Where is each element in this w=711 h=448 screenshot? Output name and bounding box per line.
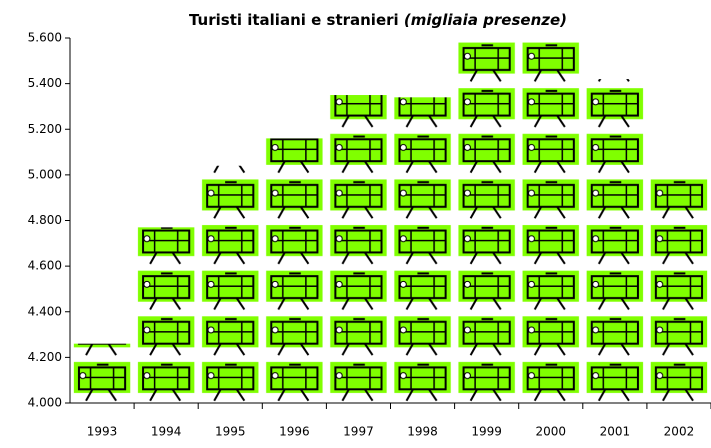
x-tick-label: 2001 — [600, 425, 631, 439]
x-tick-label: 1997 — [343, 425, 374, 439]
title-note: (migliaia presenze) — [404, 11, 567, 29]
y-tick-label: 5.200 — [28, 122, 62, 136]
bar — [134, 227, 199, 403]
bar — [262, 138, 327, 403]
y-tick-label: 4.000 — [28, 396, 62, 410]
y-tick-label: 5.000 — [28, 167, 62, 181]
bar — [326, 95, 391, 403]
x-tick-label: 1993 — [87, 425, 118, 439]
x-tick-label: 1999 — [471, 425, 502, 439]
x-tick-label: 1995 — [215, 425, 246, 439]
x-tick-label: 1994 — [151, 425, 182, 439]
y-tick-label: 5.400 — [28, 76, 62, 90]
y-tick-label: 5.600 — [28, 31, 62, 45]
x-tick-label: 2000 — [535, 425, 566, 439]
bar — [454, 38, 519, 403]
bar — [582, 79, 647, 403]
bar — [70, 343, 135, 403]
x-tick-label: 2002 — [664, 425, 695, 439]
bar — [198, 165, 263, 403]
title-main: Turisti italiani e stranieri — [189, 11, 399, 29]
y-tick-label: 4.200 — [28, 350, 62, 364]
bar — [646, 177, 711, 403]
x-tick-label: 1998 — [407, 425, 438, 439]
y-tick-label: 4.400 — [28, 304, 62, 318]
bar — [390, 97, 455, 403]
y-tick-label: 4.800 — [28, 213, 62, 227]
x-tick-label: 1996 — [279, 425, 310, 439]
y-tick-label: 4.600 — [28, 259, 62, 273]
chart-title: Turisti italiani e stranieri (migliaia p… — [189, 11, 567, 29]
bar — [518, 38, 583, 403]
